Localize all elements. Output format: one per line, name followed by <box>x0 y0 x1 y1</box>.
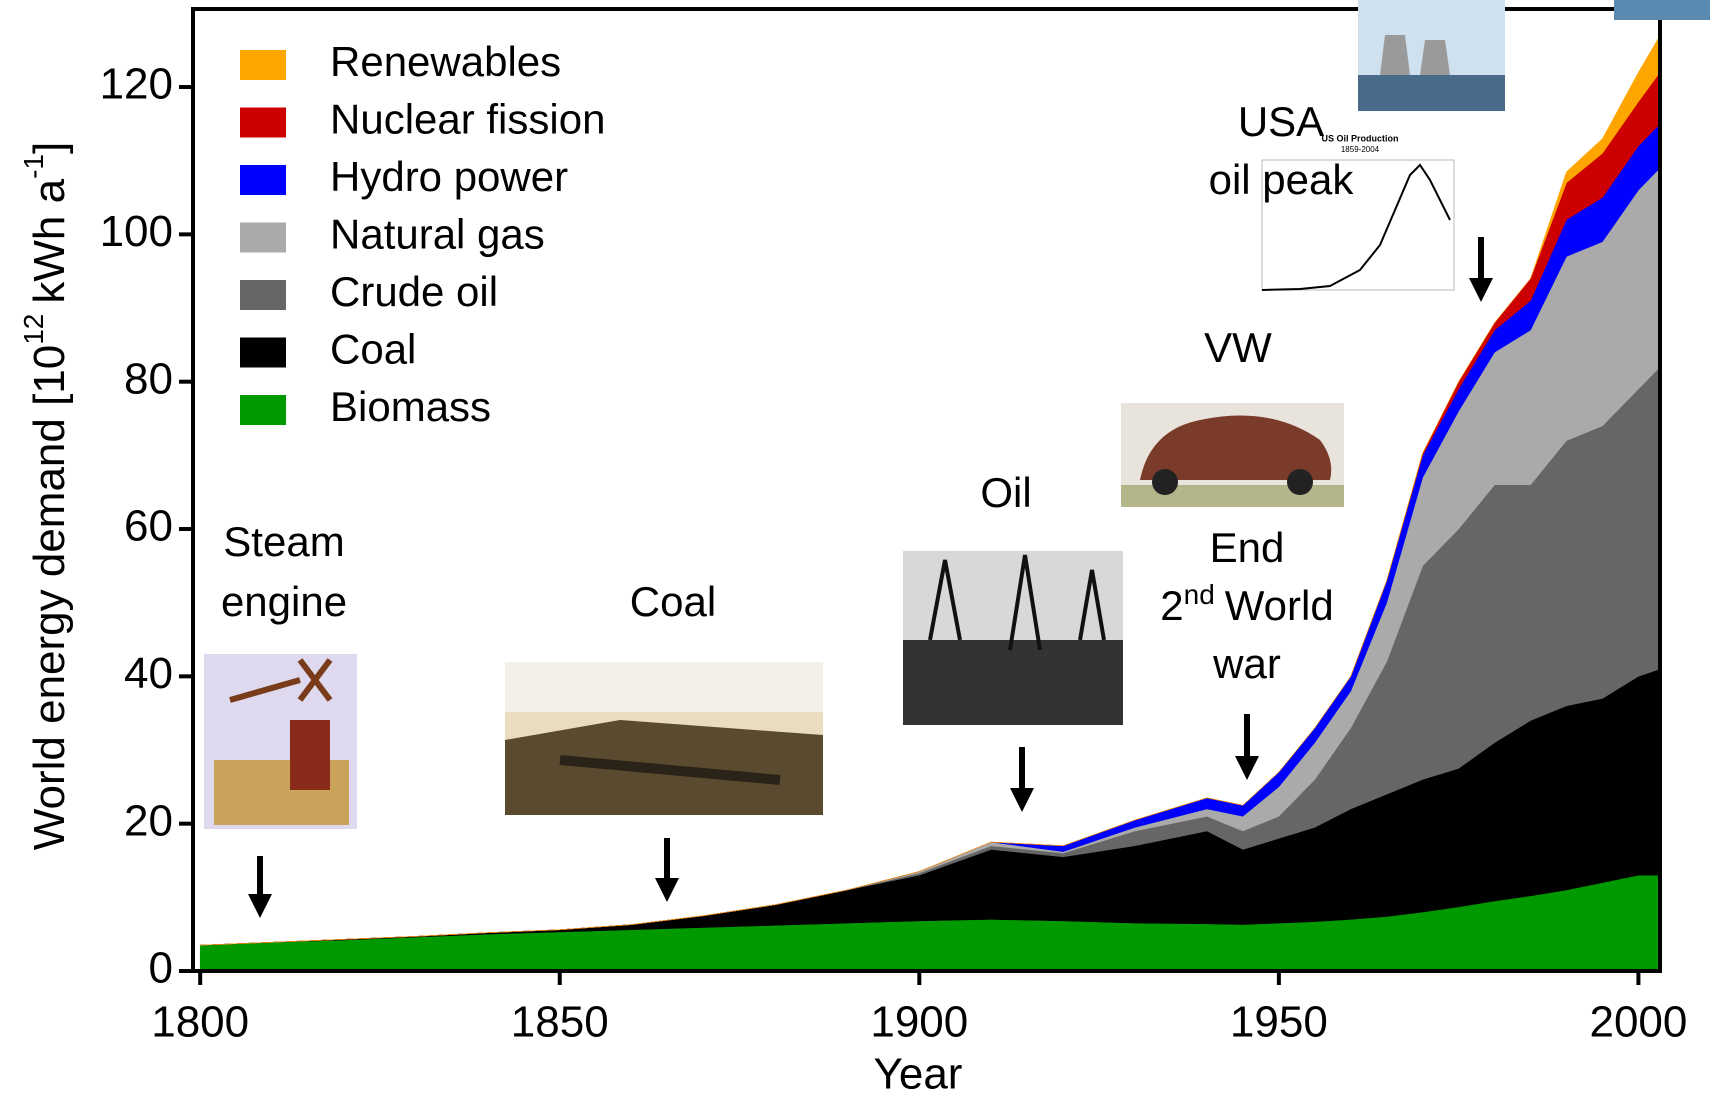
inset-title: US Oil Production <box>1321 133 1398 143</box>
image-fragment <box>1614 0 1710 20</box>
nuclear-plant-image <box>1358 0 1505 111</box>
legend-label: Hydro power <box>330 153 568 200</box>
legend-swatch <box>240 338 286 368</box>
annotation-part: 2 <box>1160 582 1183 629</box>
legend-swatch <box>240 108 286 138</box>
coal-mine-image <box>505 662 823 815</box>
legend-label: Renewables <box>330 38 561 85</box>
y-label-exp: -1 <box>18 154 49 179</box>
y-label-close: ] <box>25 142 74 154</box>
annotation-part: World <box>1225 582 1334 629</box>
x-tick-label: 2000 <box>1589 998 1687 1047</box>
x-tick-label: 1850 <box>511 998 609 1047</box>
y-tick-label: 80 <box>124 354 173 403</box>
annotation: oil peak <box>1209 156 1355 203</box>
legend-label: Crude oil <box>330 268 498 315</box>
legend-swatch <box>240 223 286 253</box>
x-tick-label: 1800 <box>151 998 249 1047</box>
annotation: war <box>1212 640 1281 687</box>
annotation: USA <box>1238 98 1324 145</box>
vw-car-image <box>1121 403 1344 507</box>
steam-engine-image <box>204 654 357 829</box>
legend-label: Coal <box>330 326 416 373</box>
annotation: engine <box>221 578 347 625</box>
x-tick-label: 1900 <box>870 998 968 1047</box>
legend-label: Natural gas <box>330 211 545 258</box>
y-tick-label: 60 <box>124 502 173 551</box>
annotation: VW <box>1204 324 1272 371</box>
annotation-sup: nd <box>1184 579 1215 610</box>
y-label-exp: 12 <box>18 314 49 345</box>
y-axis-label: World energy demand [1012 kWh a-1] <box>18 142 73 850</box>
legend-label: Nuclear fission <box>330 96 605 143</box>
annotation: Coal <box>630 578 716 625</box>
y-tick-label: 40 <box>124 649 173 698</box>
y-label-text: World energy demand [10 <box>25 345 74 850</box>
legend-swatch <box>240 280 286 310</box>
legend-swatch <box>240 165 286 195</box>
y-tick-label: 0 <box>149 944 173 993</box>
y-label-unit: kWh a <box>25 178 74 303</box>
annotation: 2nd World <box>1160 579 1333 629</box>
annotation: Steam <box>223 518 344 565</box>
inset-subtitle: 1859-2004 <box>1341 145 1380 154</box>
legend-swatch <box>240 50 286 80</box>
legend-label: Biomass <box>330 383 491 430</box>
x-axis-label: Year <box>874 1050 963 1099</box>
y-tick-label: 20 <box>124 796 173 845</box>
annotation: Oil <box>980 469 1031 516</box>
oil-field-image <box>903 551 1123 725</box>
y-tick-label: 120 <box>100 60 173 109</box>
chart: 0 20 40 60 80 100 120 1800 1850 1900 1950 2000 Biom… <box>0 0 1710 1099</box>
y-tick-label: 100 <box>100 207 173 256</box>
legend-swatch <box>240 395 286 425</box>
x-tick-label: 1950 <box>1230 998 1328 1047</box>
annotation: End <box>1210 524 1285 571</box>
